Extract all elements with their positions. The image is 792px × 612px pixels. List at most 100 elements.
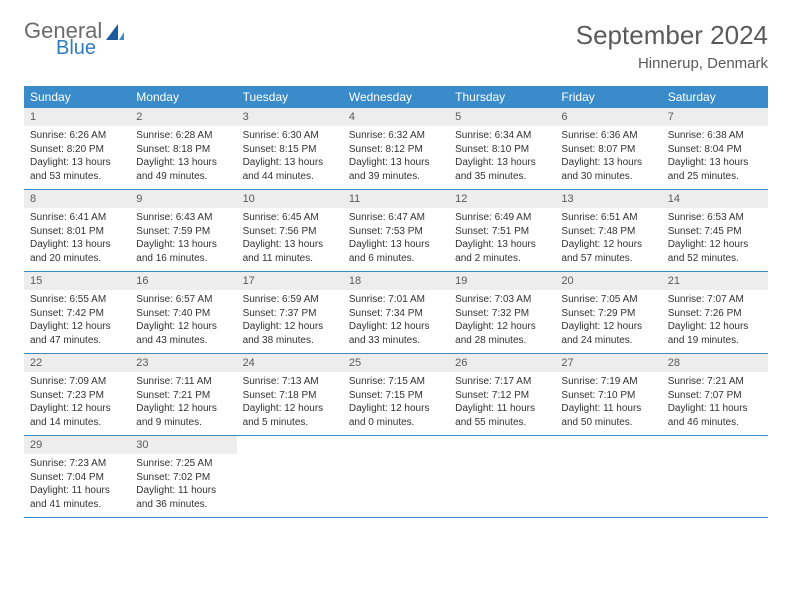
weekday-label: Monday — [130, 86, 236, 108]
day-body: Sunrise: 7:05 AMSunset: 7:29 PMDaylight:… — [555, 290, 661, 353]
daylight-line: Daylight: 12 hours and 5 minutes. — [243, 402, 337, 429]
day-cell: 7Sunrise: 6:38 AMSunset: 8:04 PMDaylight… — [662, 108, 768, 189]
sunrise-line: Sunrise: 6:26 AM — [30, 129, 124, 143]
day-number: 23 — [130, 354, 236, 372]
daylight-line: Daylight: 13 hours and 35 minutes. — [455, 156, 549, 183]
day-body: Sunrise: 7:21 AMSunset: 7:07 PMDaylight:… — [662, 372, 768, 435]
day-body: Sunrise: 7:19 AMSunset: 7:10 PMDaylight:… — [555, 372, 661, 435]
daylight-line: Daylight: 13 hours and 44 minutes. — [243, 156, 337, 183]
sunset-line: Sunset: 7:42 PM — [30, 307, 124, 321]
day-cell: 25Sunrise: 7:15 AMSunset: 7:15 PMDayligh… — [343, 354, 449, 435]
sunset-line: Sunset: 7:37 PM — [243, 307, 337, 321]
sunset-line: Sunset: 7:12 PM — [455, 389, 549, 403]
day-body: Sunrise: 6:57 AMSunset: 7:40 PMDaylight:… — [130, 290, 236, 353]
sunset-line: Sunset: 7:56 PM — [243, 225, 337, 239]
day-cell: 29Sunrise: 7:23 AMSunset: 7:04 PMDayligh… — [24, 436, 130, 517]
daylight-line: Daylight: 12 hours and 9 minutes. — [136, 402, 230, 429]
day-cell: 22Sunrise: 7:09 AMSunset: 7:23 PMDayligh… — [24, 354, 130, 435]
day-cell: 4Sunrise: 6:32 AMSunset: 8:12 PMDaylight… — [343, 108, 449, 189]
weekday-label: Saturday — [662, 86, 768, 108]
day-number: 5 — [449, 108, 555, 126]
day-body: Sunrise: 7:01 AMSunset: 7:34 PMDaylight:… — [343, 290, 449, 353]
day-number: 26 — [449, 354, 555, 372]
day-number: 6 — [555, 108, 661, 126]
day-cell: 30Sunrise: 7:25 AMSunset: 7:02 PMDayligh… — [130, 436, 236, 517]
day-number: 7 — [662, 108, 768, 126]
day-number: 20 — [555, 272, 661, 290]
day-body: Sunrise: 7:15 AMSunset: 7:15 PMDaylight:… — [343, 372, 449, 435]
empty-cell — [555, 436, 661, 517]
sunrise-line: Sunrise: 7:03 AM — [455, 293, 549, 307]
logo-text: General Blue — [24, 20, 102, 58]
weekday-label: Thursday — [449, 86, 555, 108]
sunset-line: Sunset: 7:02 PM — [136, 471, 230, 485]
sunset-line: Sunset: 7:10 PM — [561, 389, 655, 403]
sunset-line: Sunset: 8:10 PM — [455, 143, 549, 157]
day-cell: 19Sunrise: 7:03 AMSunset: 7:32 PMDayligh… — [449, 272, 555, 353]
day-cell: 17Sunrise: 6:59 AMSunset: 7:37 PMDayligh… — [237, 272, 343, 353]
empty-cell — [237, 436, 343, 517]
sail-icon — [104, 22, 126, 44]
sunrise-line: Sunrise: 6:59 AM — [243, 293, 337, 307]
sunset-line: Sunset: 7:34 PM — [349, 307, 443, 321]
sunrise-line: Sunrise: 7:13 AM — [243, 375, 337, 389]
day-number: 12 — [449, 190, 555, 208]
week-row: 22Sunrise: 7:09 AMSunset: 7:23 PMDayligh… — [24, 354, 768, 436]
day-body: Sunrise: 6:49 AMSunset: 7:51 PMDaylight:… — [449, 208, 555, 271]
day-body: Sunrise: 6:53 AMSunset: 7:45 PMDaylight:… — [662, 208, 768, 271]
day-cell: 2Sunrise: 6:28 AMSunset: 8:18 PMDaylight… — [130, 108, 236, 189]
day-body: Sunrise: 6:45 AMSunset: 7:56 PMDaylight:… — [237, 208, 343, 271]
day-body: Sunrise: 6:38 AMSunset: 8:04 PMDaylight:… — [662, 126, 768, 189]
day-body: Sunrise: 7:17 AMSunset: 7:12 PMDaylight:… — [449, 372, 555, 435]
weekday-row: SundayMondayTuesdayWednesdayThursdayFrid… — [24, 86, 768, 108]
calendar: SundayMondayTuesdayWednesdayThursdayFrid… — [24, 86, 768, 518]
daylight-line: Daylight: 12 hours and 28 minutes. — [455, 320, 549, 347]
weekday-label: Wednesday — [343, 86, 449, 108]
weekday-label: Tuesday — [237, 86, 343, 108]
sunrise-line: Sunrise: 7:11 AM — [136, 375, 230, 389]
daylight-line: Daylight: 13 hours and 53 minutes. — [30, 156, 124, 183]
sunset-line: Sunset: 7:18 PM — [243, 389, 337, 403]
day-cell: 13Sunrise: 6:51 AMSunset: 7:48 PMDayligh… — [555, 190, 661, 271]
sunrise-line: Sunrise: 6:32 AM — [349, 129, 443, 143]
day-number: 21 — [662, 272, 768, 290]
day-number: 3 — [237, 108, 343, 126]
daylight-line: Daylight: 11 hours and 41 minutes. — [30, 484, 124, 511]
sunset-line: Sunset: 7:21 PM — [136, 389, 230, 403]
sunrise-line: Sunrise: 7:17 AM — [455, 375, 549, 389]
daylight-line: Daylight: 11 hours and 36 minutes. — [136, 484, 230, 511]
sunrise-line: Sunrise: 6:47 AM — [349, 211, 443, 225]
sunrise-line: Sunrise: 7:15 AM — [349, 375, 443, 389]
day-cell: 16Sunrise: 6:57 AMSunset: 7:40 PMDayligh… — [130, 272, 236, 353]
sunset-line: Sunset: 8:20 PM — [30, 143, 124, 157]
day-number: 18 — [343, 272, 449, 290]
week-row: 8Sunrise: 6:41 AMSunset: 8:01 PMDaylight… — [24, 190, 768, 272]
sunrise-line: Sunrise: 6:41 AM — [30, 211, 124, 225]
sunset-line: Sunset: 8:18 PM — [136, 143, 230, 157]
day-body: Sunrise: 6:28 AMSunset: 8:18 PMDaylight:… — [130, 126, 236, 189]
daylight-line: Daylight: 13 hours and 11 minutes. — [243, 238, 337, 265]
sunrise-line: Sunrise: 6:28 AM — [136, 129, 230, 143]
day-number: 2 — [130, 108, 236, 126]
day-body: Sunrise: 6:41 AMSunset: 8:01 PMDaylight:… — [24, 208, 130, 271]
day-body: Sunrise: 6:55 AMSunset: 7:42 PMDaylight:… — [24, 290, 130, 353]
week-row: 29Sunrise: 7:23 AMSunset: 7:04 PMDayligh… — [24, 436, 768, 518]
day-cell: 23 Sunrise: 7:11 AMSunset: 7:21 PMDayligh… — [130, 354, 236, 435]
day-cell: 14Sunrise: 6:53 AMSunset: 7:45 PMDayligh… — [662, 190, 768, 271]
sunset-line: Sunset: 7:04 PM — [30, 471, 124, 485]
day-cell: 21Sunrise: 7:07 AMSunset: 7:26 PMDayligh… — [662, 272, 768, 353]
day-number: 10 — [237, 190, 343, 208]
week-row: 1Sunrise: 6:26 AMSunset: 8:20 PMDaylight… — [24, 108, 768, 190]
daylight-line: Daylight: 11 hours and 50 minutes. — [561, 402, 655, 429]
sunrise-line: Sunrise: 7:09 AM — [30, 375, 124, 389]
sunrise-line: Sunrise: 6:36 AM — [561, 129, 655, 143]
day-number: 27 — [555, 354, 661, 372]
sunset-line: Sunset: 7:53 PM — [349, 225, 443, 239]
day-number: 13 — [555, 190, 661, 208]
day-body: Sunrise: 6:59 AMSunset: 7:37 PMDaylight:… — [237, 290, 343, 353]
day-body: Sunrise: 7:25 AMSunset: 7:02 PMDaylight:… — [130, 454, 236, 517]
sunrise-line: Sunrise: 6:51 AM — [561, 211, 655, 225]
day-cell: 28Sunrise: 7:21 AMSunset: 7:07 PMDayligh… — [662, 354, 768, 435]
title-block: September 2024 Hinnerup, Denmark — [576, 20, 768, 72]
day-cell: 26Sunrise: 7:17 AMSunset: 7:12 PMDayligh… — [449, 354, 555, 435]
